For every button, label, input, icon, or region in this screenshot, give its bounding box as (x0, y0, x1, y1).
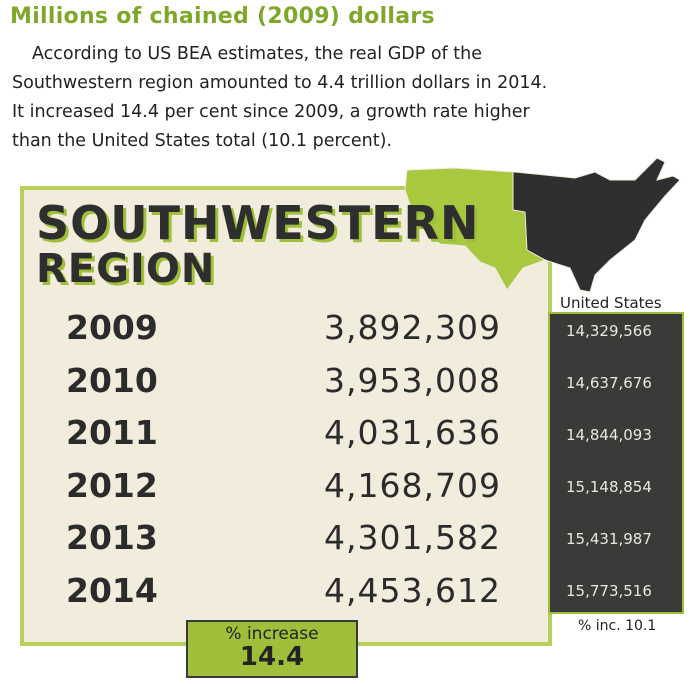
us-cell: 15,148,854 (566, 478, 652, 496)
southwest-cell: 4,301,582 (324, 518, 501, 557)
year-cell: 2013 (66, 518, 158, 557)
southwest-cell: 3,953,008 (324, 360, 501, 400)
us-column (548, 312, 684, 614)
increase-value: 14.4 (239, 642, 305, 672)
year-cell: 2014 (66, 570, 158, 610)
intro-line: than the United States total (10.1 perce… (12, 131, 393, 151)
southwest-cell: 4,168,709 (324, 465, 501, 505)
us-header: United States (560, 294, 662, 312)
year-cell: 2011 (66, 413, 158, 452)
title: Millions of chained (2009) dollars (10, 4, 435, 29)
increase-label: % increase (225, 624, 319, 644)
us-cell: 14,329,566 (566, 322, 652, 340)
intro-line: According to US BEA estimates, the real … (32, 44, 483, 64)
map (404, 157, 681, 293)
intro-line: Southwestern region amounted to 4.4 tril… (12, 73, 548, 93)
increase-box: % increase 14.4 (186, 620, 358, 678)
panel-title: SOUTHWESTERN (36, 196, 480, 250)
year-cell: 2010 (66, 360, 158, 400)
southwest-cell: 4,453,612 (324, 570, 501, 610)
year-cell: 2012 (66, 465, 158, 505)
southwest-cell: 4,031,636 (324, 413, 501, 452)
us-cell: 14,844,093 (566, 426, 652, 444)
intro: According to US BEA estimates, the real … (12, 40, 612, 156)
panel-title: REGION (36, 246, 216, 292)
year-cell: 2009 (66, 308, 158, 347)
southwest-cell: 3,892,309 (324, 308, 501, 347)
us-cell: 14,637,676 (566, 374, 652, 392)
us-cell: 15,431,987 (566, 530, 652, 548)
southwest-map (404, 167, 547, 291)
us-footer: % inc. 10.1 (578, 618, 657, 634)
intro-line: It increased 14.4 per cent since 2009, a… (12, 102, 530, 122)
us-cell: 15,773,516 (566, 582, 652, 600)
